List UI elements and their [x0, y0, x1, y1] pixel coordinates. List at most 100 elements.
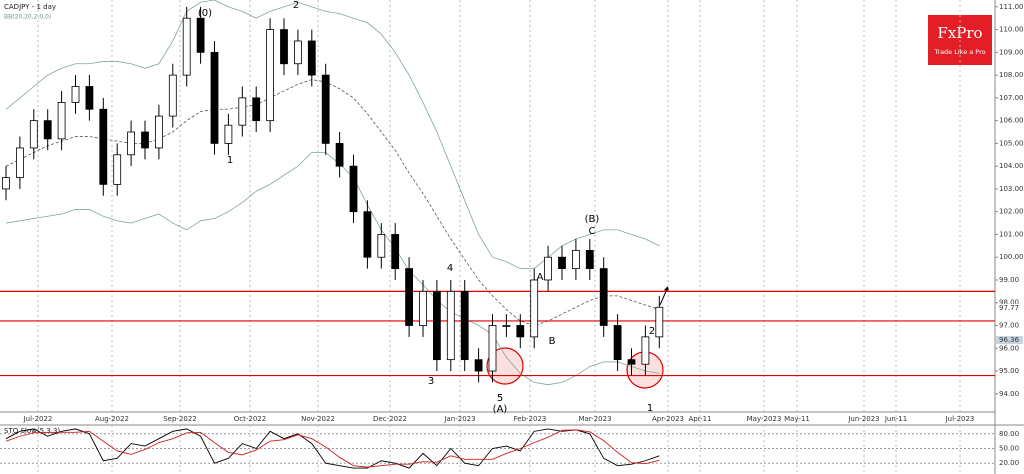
candle-body	[2, 177, 10, 190]
x-tick-label: Jan-2023	[443, 415, 475, 423]
indicator-label: BB(20,20,2,0,0)	[4, 14, 51, 21]
candle-body	[377, 234, 386, 258]
y-tick-label: 96.00	[999, 344, 1019, 352]
wave-label: 2	[649, 326, 655, 337]
candle-body	[419, 290, 427, 326]
x-tick-label: Aug-2022	[95, 415, 129, 423]
candle-body	[307, 40, 316, 76]
candle-body	[405, 268, 414, 326]
y-tick-label: 97.00	[999, 322, 1019, 330]
wave-label: (0)	[198, 8, 212, 19]
candle-body	[572, 249, 580, 269]
indicator-title: STO Slow(5,3,3)	[4, 427, 60, 435]
y-tick-label: 50.00	[999, 445, 1019, 453]
x-tick-label: Jul-2023	[945, 415, 975, 423]
y-tick-label: 108.00	[999, 71, 1024, 79]
candle-body	[127, 131, 135, 156]
sto-line	[5, 428, 660, 469]
y-tick-label: 106.00	[999, 117, 1024, 125]
candle-body	[113, 154, 122, 185]
candle-body	[544, 256, 552, 281]
candle-body	[585, 249, 594, 269]
candle-body	[15, 147, 24, 178]
y-tick-label: 98.00	[999, 299, 1019, 307]
candle-body	[432, 290, 441, 361]
candle-body	[196, 17, 205, 53]
y-tick-label: 103.00	[999, 185, 1024, 193]
candle-body	[99, 108, 108, 185]
y-tick-label: 111.00	[999, 3, 1024, 11]
wave-label: (B)	[585, 214, 600, 225]
y-tick-label: 95.00	[999, 367, 1019, 375]
band-line	[5, 152, 660, 386]
y-tick-label: 107.00	[999, 94, 1024, 102]
wave-label: 4	[447, 263, 453, 274]
x-tick-label: Mar-2023	[578, 415, 611, 423]
y-tick-label: 104.00	[999, 162, 1024, 170]
x-tick-label: Dec-2022	[373, 415, 407, 423]
band-line	[5, 0, 660, 269]
candle-body	[474, 359, 483, 372]
candle-body	[558, 256, 566, 269]
candle-body	[321, 74, 330, 144]
y-tick-label: 102.00	[999, 208, 1024, 216]
candle-body	[57, 102, 66, 140]
candle-body	[154, 115, 163, 149]
x-tick-label: Feb-2023	[514, 415, 547, 423]
candle-body	[43, 120, 52, 140]
candle-body	[182, 17, 191, 76]
logo-tagline: Trade Like a Pro	[933, 48, 985, 56]
candle-body	[627, 359, 636, 365]
sto-line	[5, 429, 660, 468]
candle-body	[446, 290, 455, 361]
y-tick-label: 80.00	[999, 430, 1019, 438]
candle-body	[29, 120, 38, 149]
candle-body	[238, 97, 247, 126]
wave-label: (A)	[493, 404, 508, 415]
candle-body	[280, 29, 288, 65]
band-line	[5, 79, 660, 326]
wave-label: C	[589, 226, 596, 237]
y-tick-label: 101.00	[999, 230, 1024, 238]
x-tick-label: May-2023	[747, 415, 782, 423]
candle-body	[335, 143, 344, 167]
candle-body	[655, 306, 664, 338]
wave-label: A	[537, 272, 544, 283]
x-tick-label: Apr-2023	[652, 415, 684, 423]
x-tick-label: Jun-11	[884, 415, 907, 423]
candle-body	[293, 40, 302, 65]
y-tick-label: 105.00	[999, 139, 1024, 147]
candle-body	[266, 29, 275, 122]
candle-body	[71, 86, 80, 103]
x-tick-label: Sep-2022	[163, 415, 197, 423]
candle-body	[363, 211, 372, 258]
price-tag	[996, 336, 1023, 345]
candle-body	[502, 325, 511, 327]
x-tick-label: May-11	[784, 415, 810, 423]
candle-body	[488, 325, 497, 372]
y-tick-label: 99.00	[999, 276, 1019, 284]
x-tick-label: Apr-11	[688, 415, 711, 423]
candle-body	[85, 86, 94, 110]
x-tick-label: Jun-2023	[847, 415, 879, 423]
candle-body	[516, 325, 525, 338]
wave-label: 5	[497, 393, 503, 404]
candle-body	[530, 279, 539, 338]
wave-label: B	[549, 336, 556, 347]
y-tick-label: 94.00	[999, 390, 1019, 398]
x-tick-label: Jul-2022	[23, 415, 53, 423]
price-tag	[996, 303, 1023, 312]
wave-label: 1	[647, 403, 653, 414]
candle-body	[641, 336, 650, 365]
candle-body	[141, 131, 149, 149]
price-label: 96.36	[999, 336, 1020, 344]
candle-body	[168, 74, 177, 117]
candle-body	[599, 268, 608, 326]
candle-body	[460, 290, 469, 361]
wave-label: 1	[227, 155, 233, 166]
y-tick-label: 109.00	[999, 48, 1024, 56]
x-tick-label: Nov-2022	[301, 415, 335, 423]
